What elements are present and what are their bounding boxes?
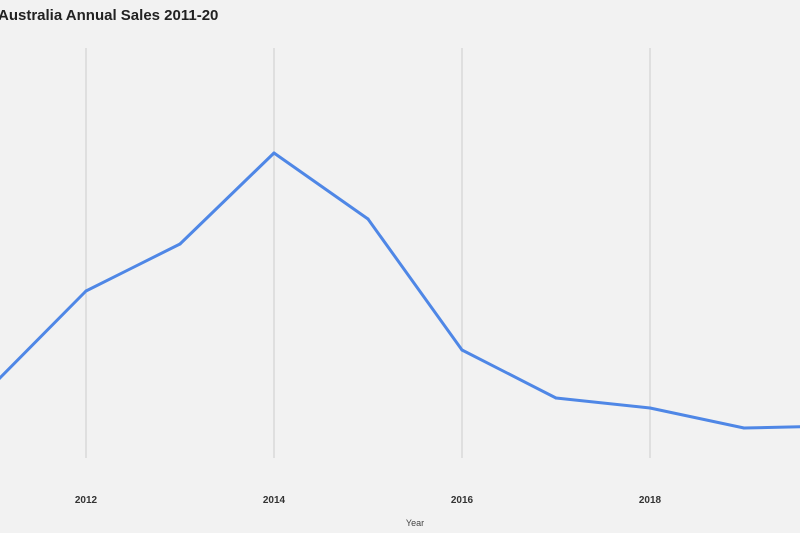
data-point-2013 [178,242,182,246]
x-axis-title: Year [406,518,424,528]
data-point-2012 [84,289,88,293]
chart-title: Australia Annual Sales 2011-20 [0,7,219,24]
data-point-2019 [742,426,746,430]
data-point-2017 [554,396,558,400]
data-point-2016 [460,348,464,352]
x-tick-labels: 2012 2014 2016 2018 [75,495,662,506]
x-tick-label-2016: 2016 [451,495,474,506]
data-point-2015 [366,217,370,221]
series-group [0,151,800,430]
gridlines [85,48,651,458]
x-tick-label-2014: 2014 [263,495,286,506]
x-tick-label-2012: 2012 [75,495,98,506]
data-point-2018 [648,406,652,410]
x-tick-label-2018: 2018 [639,495,662,506]
data-point-2014 [272,151,276,155]
series-line [0,151,800,430]
